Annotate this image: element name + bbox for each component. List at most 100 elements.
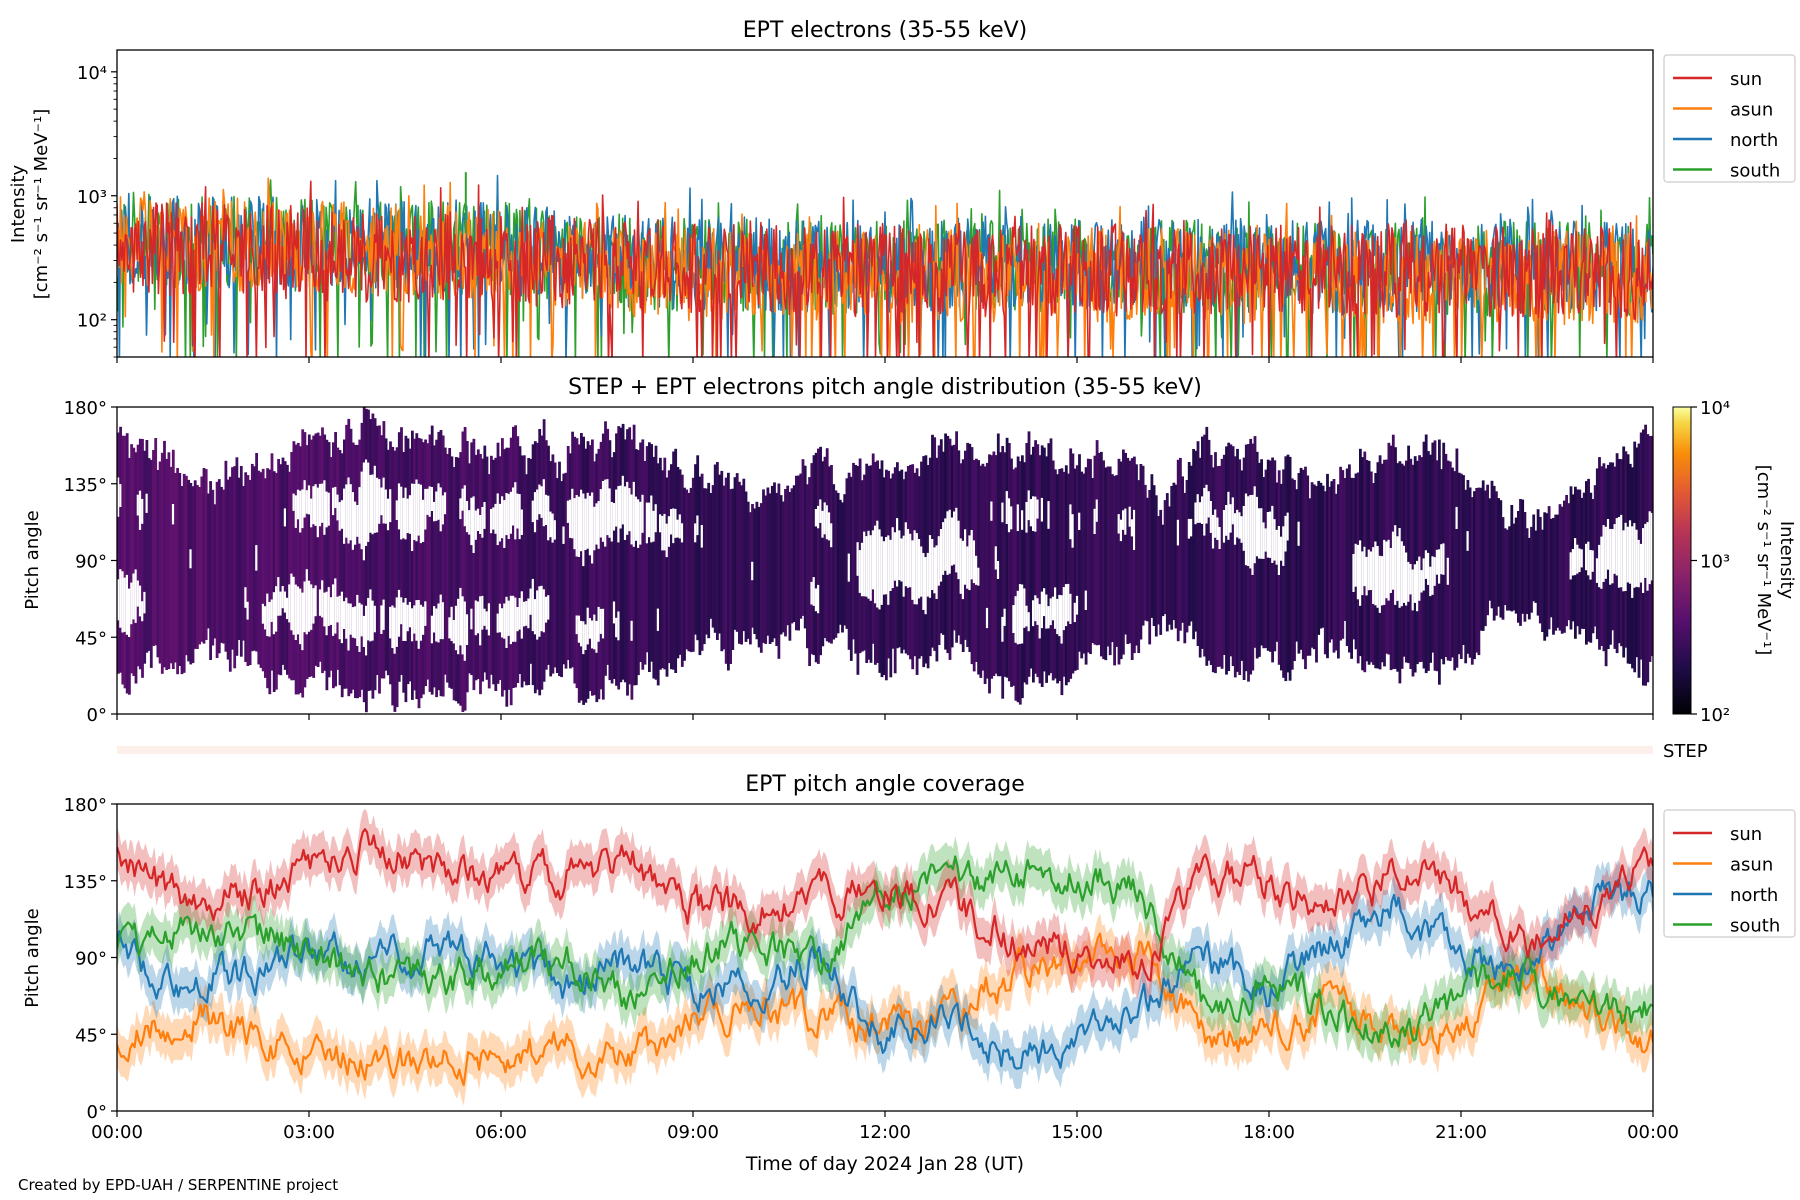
heatmap-gap bbox=[1440, 544, 1443, 575]
heatmap-strip bbox=[283, 461, 287, 670]
heatmap-gap bbox=[525, 601, 528, 626]
heatmap-gap bbox=[1277, 526, 1281, 575]
heatmap-strip bbox=[217, 479, 221, 654]
heatmap-strip bbox=[303, 432, 307, 688]
heatmap-gap bbox=[402, 602, 406, 641]
heatmap-gap bbox=[1574, 538, 1577, 576]
heatmap-gap bbox=[1045, 594, 1048, 629]
heatmap-gap bbox=[1633, 523, 1637, 588]
heatmap-gap bbox=[1069, 593, 1073, 624]
heatmap-gap bbox=[542, 479, 546, 527]
heatmap-gap bbox=[332, 584, 335, 636]
heatmap-strip bbox=[369, 419, 373, 691]
heatmap-gap bbox=[871, 530, 875, 590]
heatmap-strip bbox=[461, 431, 465, 712]
heatmap-strip bbox=[1473, 491, 1476, 660]
heatmap-gap bbox=[959, 538, 963, 594]
heatmap-gap bbox=[516, 607, 520, 632]
panel-pitch-angle-coverage: EPT pitch angle coverage 0° 45° 90° 135° 180… bbox=[22, 772, 1796, 1175]
heatmap-strip bbox=[659, 457, 662, 670]
heatmap-gap bbox=[1402, 545, 1406, 603]
heatmap-gap bbox=[130, 582, 133, 625]
heatmap-gap bbox=[365, 459, 368, 546]
heatmap-gap bbox=[913, 530, 917, 605]
heatmap-gap bbox=[865, 536, 869, 597]
heatmap-gap bbox=[1611, 529, 1615, 584]
heatmap-strip bbox=[305, 445, 309, 679]
heatmap-gap bbox=[1018, 584, 1022, 644]
heatmap-gap bbox=[584, 498, 588, 550]
heatmap-strip bbox=[577, 444, 581, 703]
heatmap-gap bbox=[1122, 510, 1125, 530]
heatmap-gap bbox=[354, 501, 357, 545]
heatmap-gap bbox=[264, 606, 267, 630]
heatmap-strip bbox=[1552, 517, 1555, 635]
heatmap-strip bbox=[1468, 487, 1472, 658]
heatmap-strip bbox=[220, 486, 223, 643]
heatmap-gap bbox=[509, 491, 513, 534]
heatmap-gap bbox=[386, 498, 390, 531]
heatmap-strip bbox=[766, 487, 770, 636]
heatmap-strip bbox=[705, 488, 708, 635]
heatmap-gap bbox=[400, 486, 403, 540]
heatmap-gap bbox=[648, 502, 651, 538]
heatmap-gap bbox=[1218, 527, 1222, 549]
heatmap-gap bbox=[369, 589, 373, 642]
heatmap-strip bbox=[540, 435, 544, 690]
heatmap-strip bbox=[200, 476, 204, 642]
heatmap-gap bbox=[428, 486, 432, 517]
heatmap-gap bbox=[463, 601, 467, 661]
heatmap-gap bbox=[441, 495, 445, 525]
heatmap-gap bbox=[917, 539, 921, 599]
heatmap-strip bbox=[1453, 471, 1457, 671]
heatmap-gap bbox=[869, 535, 873, 601]
heatmap-strip bbox=[1216, 466, 1220, 667]
heatmap-strip bbox=[1146, 497, 1149, 622]
heatmap-gap bbox=[1047, 606, 1051, 629]
heatmap-strip bbox=[601, 433, 605, 700]
heatmap-gap bbox=[334, 486, 337, 509]
heatmap-gap bbox=[619, 485, 623, 529]
heatmap-gap bbox=[340, 500, 344, 529]
heatmap-strip bbox=[632, 424, 636, 686]
heatmap-strip bbox=[1115, 475, 1119, 647]
heatmap-gap bbox=[408, 495, 412, 534]
heatmap-gap bbox=[639, 501, 642, 545]
heatmap-gap bbox=[419, 484, 423, 544]
heatmap-strip bbox=[564, 472, 568, 669]
heatmap-gap bbox=[380, 605, 384, 634]
heatmap-gap bbox=[889, 539, 893, 591]
heatmap-strip bbox=[312, 435, 316, 678]
heatmap-strip bbox=[1297, 473, 1301, 654]
heatmap-strip bbox=[286, 464, 289, 675]
heatmap-gap bbox=[316, 487, 320, 538]
heatmap-strip bbox=[529, 458, 533, 664]
heatmap-strip bbox=[641, 439, 645, 670]
heatmap-gap bbox=[439, 487, 443, 532]
heatmap-gap bbox=[1021, 584, 1024, 644]
heatmap-gap bbox=[481, 507, 485, 538]
heatmap-strip bbox=[1409, 458, 1413, 669]
heatmap-gap bbox=[1036, 598, 1040, 625]
heatmap-gap bbox=[882, 541, 886, 595]
heatmap-strip bbox=[349, 428, 353, 694]
heatmap-gap bbox=[136, 580, 140, 607]
heatmap-strip bbox=[340, 453, 344, 698]
heatmap-gap bbox=[821, 510, 825, 538]
heatmap-gap bbox=[246, 601, 250, 620]
heatmap-gap bbox=[468, 510, 471, 535]
heatmap-strip bbox=[676, 467, 680, 659]
heatmap-gap bbox=[286, 597, 289, 620]
x-tick-label: 21:00 bbox=[1435, 1122, 1487, 1143]
heatmap-gap bbox=[1622, 530, 1626, 592]
heatmap-gap bbox=[402, 497, 406, 539]
heatmap-strip bbox=[275, 472, 278, 690]
heatmap-gap bbox=[479, 515, 482, 534]
heatmap-gap bbox=[575, 615, 579, 635]
series-asun-line bbox=[117, 932, 1653, 1087]
heatmap-strip bbox=[1179, 457, 1182, 631]
y-tick-label: 135° bbox=[64, 872, 107, 893]
heatmap-gap bbox=[540, 585, 544, 632]
heatmap-strip bbox=[689, 487, 693, 653]
y-tick-label: 10⁴ bbox=[77, 63, 107, 84]
